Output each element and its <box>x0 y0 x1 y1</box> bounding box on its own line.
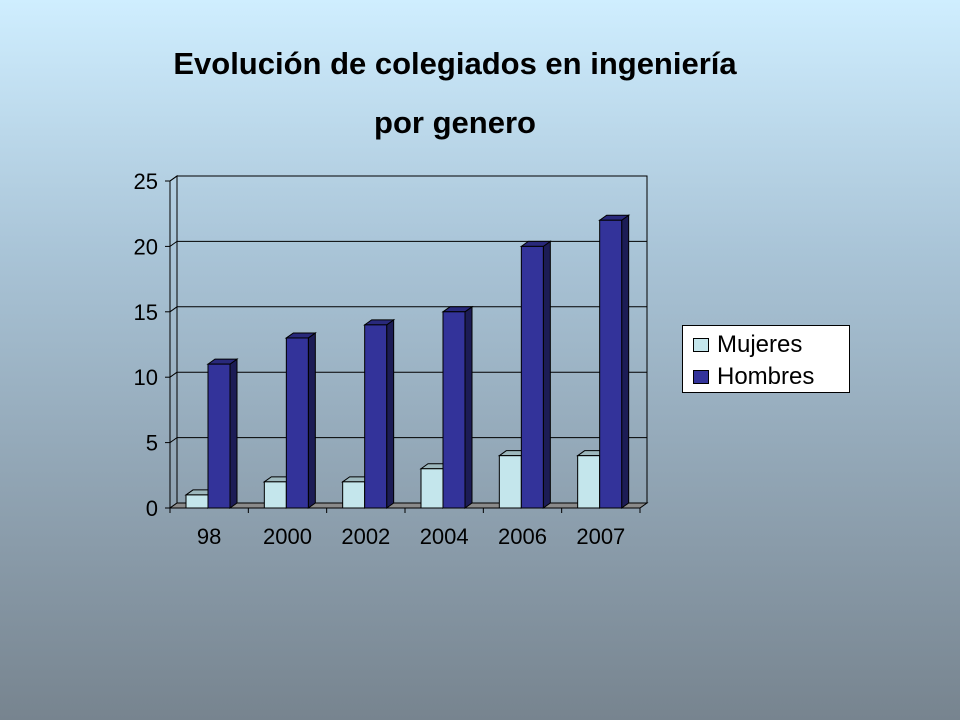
legend-swatch-mujeres <box>693 338 709 352</box>
gridline-side-20 <box>169 240 178 247</box>
x-tick-label-2006: 2006 <box>498 524 547 549</box>
y-tick-label: 15 <box>134 300 158 325</box>
y-tick-label: 25 <box>134 169 158 194</box>
legend-item-hombres: Hombres <box>693 364 814 390</box>
gridline-side-10 <box>169 371 178 378</box>
x-tick-label-98: 98 <box>197 524 221 549</box>
chart-legend: Mujeres Hombres <box>682 325 850 393</box>
x-tick-label-2007: 2007 <box>576 524 625 549</box>
legend-swatch-hombres <box>693 370 709 384</box>
bar-hombres-98 <box>206 358 239 509</box>
bar-hombres-2006 <box>519 240 552 509</box>
legend-label-mujeres: Mujeres <box>717 331 803 358</box>
plot-side-wall <box>169 175 178 509</box>
y-tick-label: 0 <box>146 496 158 521</box>
gridline-side-25 <box>169 175 178 182</box>
y-tick-label: 20 <box>134 234 158 259</box>
legend-label-hombres: Hombres <box>717 363 815 390</box>
y-tick-label: 5 <box>146 431 158 456</box>
x-tick-label-2002: 2002 <box>341 524 390 549</box>
x-tick-label-2004: 2004 <box>420 524 469 549</box>
bar-hombres-2000 <box>284 331 317 509</box>
bar-hombres-2002 <box>363 318 396 509</box>
gridline-side-15 <box>169 306 178 313</box>
bar-hombres-2007 <box>598 214 631 509</box>
legend-item-mujeres: Mujeres <box>693 332 802 358</box>
y-tick-label: 10 <box>134 365 158 390</box>
x-tick-label-2000: 2000 <box>263 524 312 549</box>
gridline-side-5 <box>169 437 178 444</box>
chart-title-line1: Evolución de colegiados en ingeniería <box>173 46 737 81</box>
plot-floor <box>168 502 649 509</box>
bar-hombres-2004 <box>441 305 474 509</box>
chart-title-line2: por genero <box>374 105 536 140</box>
plot-back-wall <box>176 175 648 504</box>
